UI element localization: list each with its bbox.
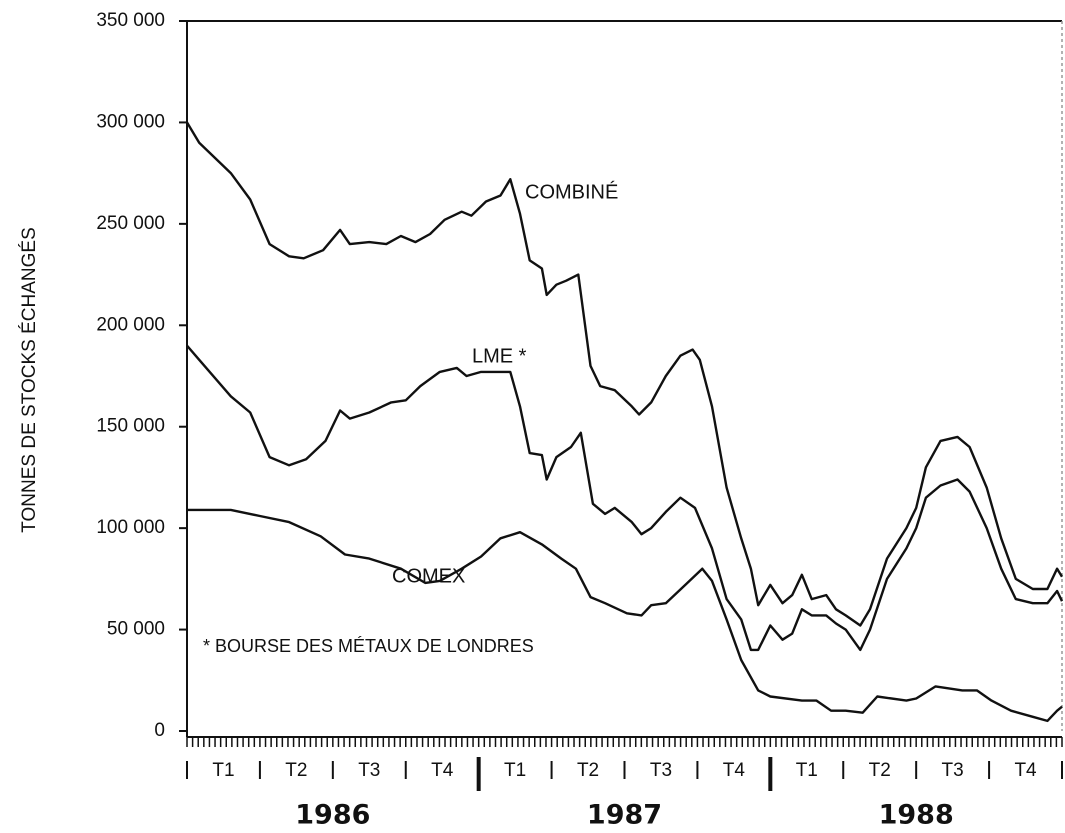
- y-tick-label: 250 000: [96, 213, 165, 234]
- series-line: [187, 508, 1063, 723]
- year-label: 1986: [295, 800, 370, 831]
- y-axis-label: TONNES DE STOCKS ÉCHANGÉS: [19, 227, 40, 532]
- y-tick-label: 300 000: [96, 111, 165, 132]
- quarter-label: T3: [358, 760, 380, 781]
- quarter-label: T2: [869, 760, 891, 781]
- footnote: * BOURSE DES MÉTAUX DE LONDRES: [203, 636, 534, 656]
- year-label: 1987: [587, 800, 662, 831]
- annotation: LME *: [472, 345, 527, 367]
- y-tick-label: 350 000: [96, 10, 165, 31]
- quarter-label: T4: [723, 760, 746, 781]
- quarter-label: T2: [577, 760, 599, 781]
- quarter-label: T2: [285, 760, 307, 781]
- year-label: 1988: [879, 800, 954, 831]
- quarter-label: T4: [1014, 760, 1037, 781]
- quarter-label: T3: [650, 760, 672, 781]
- y-tick-label: 150 000: [96, 416, 165, 437]
- quarter-label: T1: [504, 760, 526, 781]
- series-line: [186, 344, 1064, 652]
- y-tick-label: 100 000: [96, 517, 165, 538]
- y-tick-label: 50 000: [107, 619, 165, 640]
- quarter-label: T1: [212, 760, 234, 781]
- quarter-label: T4: [431, 760, 454, 781]
- quarter-label: T3: [942, 760, 964, 781]
- series-line: [185, 121, 1064, 627]
- annotation: COMBINÉ: [525, 180, 618, 203]
- y-tick-label: 0: [154, 720, 165, 741]
- quarter-label: T1: [796, 760, 818, 781]
- annotation: COMEX: [392, 565, 465, 587]
- y-tick-label: 200 000: [96, 314, 165, 335]
